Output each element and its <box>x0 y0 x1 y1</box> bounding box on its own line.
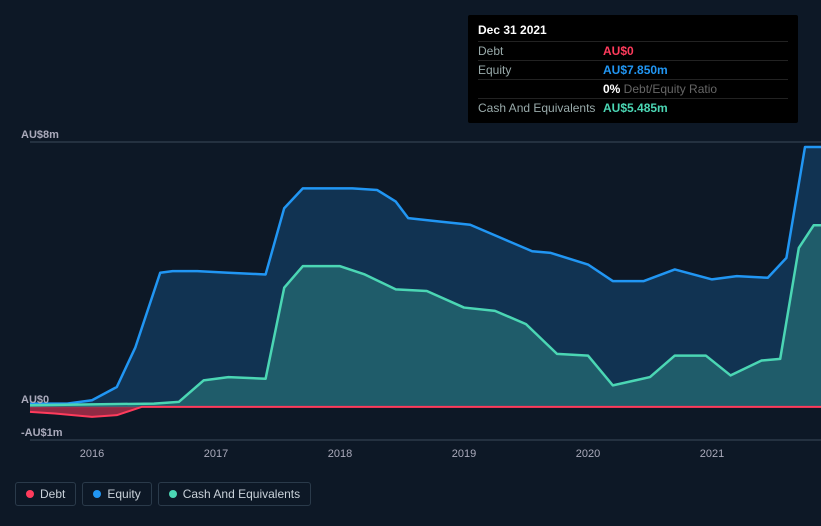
tooltip-row: Cash And EquivalentsAU$5.485m <box>478 99 788 118</box>
tooltip-row-label: Cash And Equivalents <box>478 99 603 118</box>
x-axis-label: 2019 <box>452 448 476 460</box>
tooltip: Dec 31 2021 DebtAU$0EquityAU$7.850m0% De… <box>468 15 798 123</box>
y-axis-label: AU$0 <box>21 394 49 406</box>
legend-dot-icon <box>26 490 34 498</box>
legend-dot-icon <box>93 490 101 498</box>
x-axis-label: 2020 <box>576 448 600 460</box>
legend-item-label: Cash And Equivalents <box>183 487 300 501</box>
y-axis-label: -AU$1m <box>21 427 63 439</box>
x-axis-label: 2018 <box>328 448 352 460</box>
legend-item-cash[interactable]: Cash And Equivalents <box>158 482 311 506</box>
x-axis-label: 2016 <box>80 448 104 460</box>
legend-dot-icon <box>169 490 177 498</box>
tooltip-row-label: Equity <box>478 61 603 80</box>
tooltip-row-value: AU$7.850m <box>603 61 788 80</box>
tooltip-table: DebtAU$0EquityAU$7.850m0% Debt/Equity Ra… <box>478 41 788 117</box>
tooltip-row-value: 0% Debt/Equity Ratio <box>603 80 788 99</box>
x-axis-label: 2021 <box>700 448 724 460</box>
tooltip-row: EquityAU$7.850m <box>478 61 788 80</box>
tooltip-row-value: AU$5.485m <box>603 99 788 118</box>
tooltip-row: 0% Debt/Equity Ratio <box>478 80 788 99</box>
tooltip-row-label <box>478 80 603 99</box>
legend-item-label: Debt <box>40 487 65 501</box>
tooltip-row: DebtAU$0 <box>478 42 788 61</box>
legend: Debt Equity Cash And Equivalents <box>15 482 311 506</box>
series-debt <box>30 407 821 417</box>
tooltip-date: Dec 31 2021 <box>478 21 788 41</box>
legend-item-debt[interactable]: Debt <box>15 482 76 506</box>
y-axis-label: AU$8m <box>21 129 59 141</box>
legend-item-equity[interactable]: Equity <box>82 482 151 506</box>
tooltip-row-value: AU$0 <box>603 42 788 61</box>
legend-item-label: Equity <box>107 487 140 501</box>
x-axis-label: 2017 <box>204 448 228 460</box>
tooltip-row-label: Debt <box>478 42 603 61</box>
